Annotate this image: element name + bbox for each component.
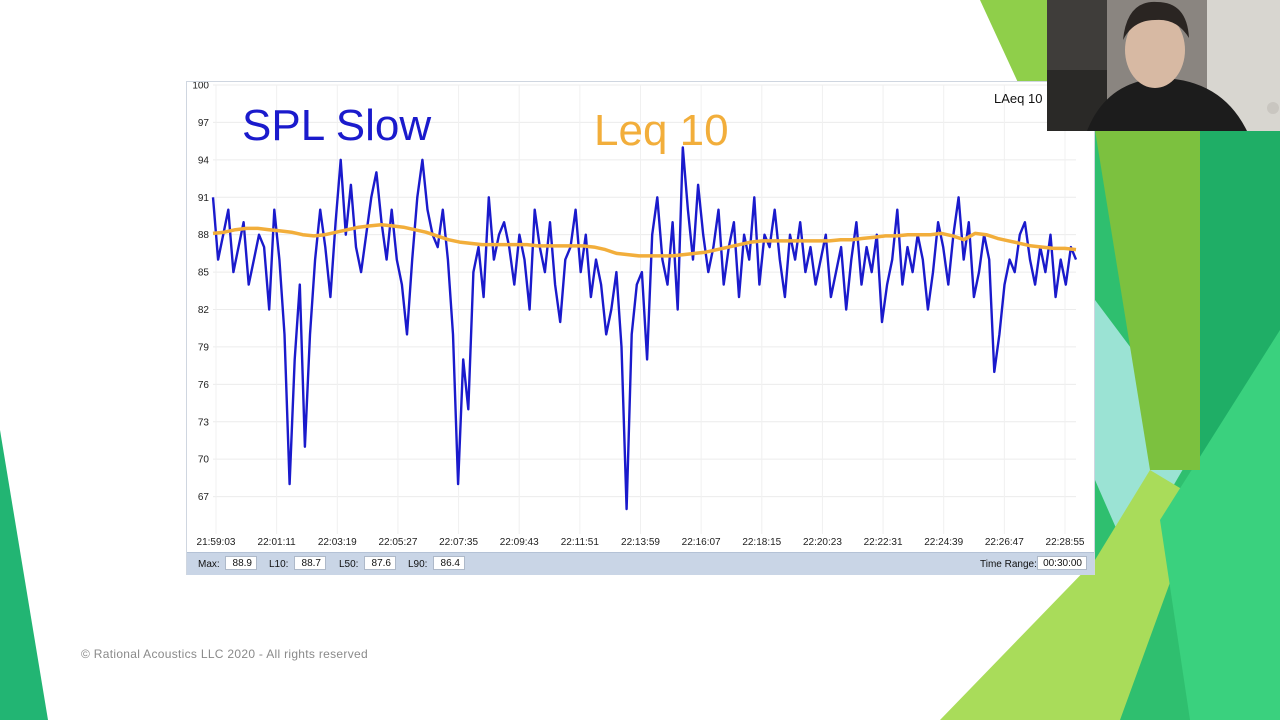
legend-label: LAeq 10 xyxy=(994,91,1042,106)
left-green-shape xyxy=(0,430,48,720)
right-lime-shape-2 xyxy=(940,470,1200,720)
y-tick-label: 67 xyxy=(198,492,210,503)
x-tick-label: 21:59:03 xyxy=(197,537,236,548)
y-tick-label: 73 xyxy=(198,417,210,428)
time-range-value-field: 00:30:00 xyxy=(1037,556,1087,570)
spl-slow-series-label: SPL Slow xyxy=(242,101,431,150)
y-tick-label: 82 xyxy=(198,305,210,316)
y-tick-label: 100 xyxy=(192,82,209,92)
x-tick-label: 22:11:51 xyxy=(561,537,600,548)
x-tick-label: 22:05:27 xyxy=(378,537,417,548)
leq-10-series-line xyxy=(212,222,1077,258)
l90-value-field: 86.4 xyxy=(433,556,465,570)
x-tick-label: 22:18:15 xyxy=(742,537,781,548)
x-tick-label: 22:16:07 xyxy=(682,537,721,548)
x-tick-label: 22:13:59 xyxy=(621,537,660,548)
chart-panel: 67 70 73 76 79 82 85 88 91 94 97 100 21:59:03 22:01:… xyxy=(186,81,1095,575)
l90-label: L90: xyxy=(408,559,428,570)
chart-plot: 67 70 73 76 79 82 85 88 91 94 97 100 21:59:03 22:01:… xyxy=(192,82,1085,548)
x-tick-label: 22:20:23 xyxy=(803,537,842,548)
copyright-footer: © Rational Acoustics LLC 2020 - All righ… xyxy=(81,647,368,661)
x-tick-label: 22:24:39 xyxy=(924,537,963,548)
y-tick-label: 97 xyxy=(198,118,210,129)
l50-label: L50: xyxy=(339,559,359,570)
x-tick-label: 22:09:43 xyxy=(500,537,539,548)
x-tick-label: 22:07:35 xyxy=(439,537,478,548)
l50-value-field: 87.6 xyxy=(364,556,396,570)
right-olive-shape xyxy=(1095,130,1200,470)
max-value-field: 88.9 xyxy=(225,556,257,570)
x-tick-label: 22:28:55 xyxy=(1046,537,1085,548)
x-tick-label: 22:26:47 xyxy=(985,537,1024,548)
right-bright-shape xyxy=(1160,330,1280,720)
y-tick-label: 94 xyxy=(198,155,210,166)
max-label: Max: xyxy=(198,559,220,570)
x-tick-label: 22:03:19 xyxy=(318,537,357,548)
y-tick-label: 88 xyxy=(198,230,210,241)
spl-slow-series-line xyxy=(211,146,1078,511)
x-tick-label: 22:22:31 xyxy=(864,537,903,548)
leq-10-series-label: Leq 10 xyxy=(594,106,729,155)
y-tick-label: 70 xyxy=(198,455,210,466)
y-tick-label: 85 xyxy=(198,268,210,279)
y-tick-label: 76 xyxy=(198,380,210,391)
y-tick-label: 91 xyxy=(198,193,210,204)
l10-value-field: 88.7 xyxy=(294,556,326,570)
x-tick-label: 22:01:11 xyxy=(258,537,297,548)
l10-label: L10: xyxy=(269,559,289,570)
webcam-video-overlay xyxy=(1047,0,1280,131)
y-tick-label: 79 xyxy=(198,342,210,353)
time-range-label: Time Range: xyxy=(980,559,1037,570)
stats-bar: Max: 88.9 L10: 88.7 L50: 87.6 L90: 86.4 … xyxy=(187,552,1094,575)
